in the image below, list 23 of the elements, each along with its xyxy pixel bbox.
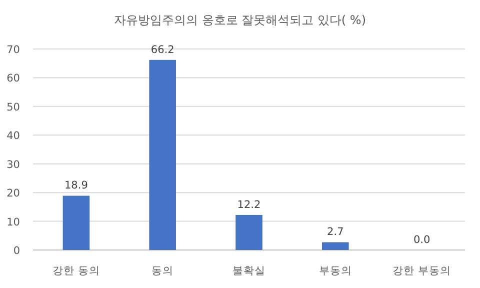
bar — [62, 196, 90, 250]
y-tick-label: 10 — [6, 216, 20, 228]
x-tick-label: 강한 부동의 — [392, 265, 451, 277]
y-tick-label: 50 — [6, 101, 20, 114]
y-tick-label: 40 — [6, 130, 20, 142]
x-tick-label: 부동의 — [318, 265, 352, 277]
data-label: 18.9 — [64, 180, 88, 192]
y-tick-label: 30 — [6, 158, 20, 171]
y-tick-label: 0 — [13, 245, 20, 257]
bar — [236, 214, 262, 250]
bar — [149, 60, 176, 250]
data-label: 12.2 — [237, 198, 261, 211]
y-tick-label: 20 — [6, 188, 20, 200]
data-label: 66.2 — [150, 44, 174, 56]
data-label: 0.0 — [413, 234, 430, 246]
bar — [322, 242, 349, 250]
chart-title: 자유방임주의의 옹호로 잘못해석되고 있다( %) — [114, 13, 366, 27]
x-tick-label: 강한 동의 — [52, 265, 100, 277]
y-tick-label: 70 — [6, 44, 20, 56]
x-tick-label: 동의 — [152, 265, 174, 277]
x-tick-label: 불확실 — [232, 265, 266, 277]
y-tick-label: 60 — [6, 72, 20, 85]
data-label: 2.7 — [327, 226, 344, 238]
